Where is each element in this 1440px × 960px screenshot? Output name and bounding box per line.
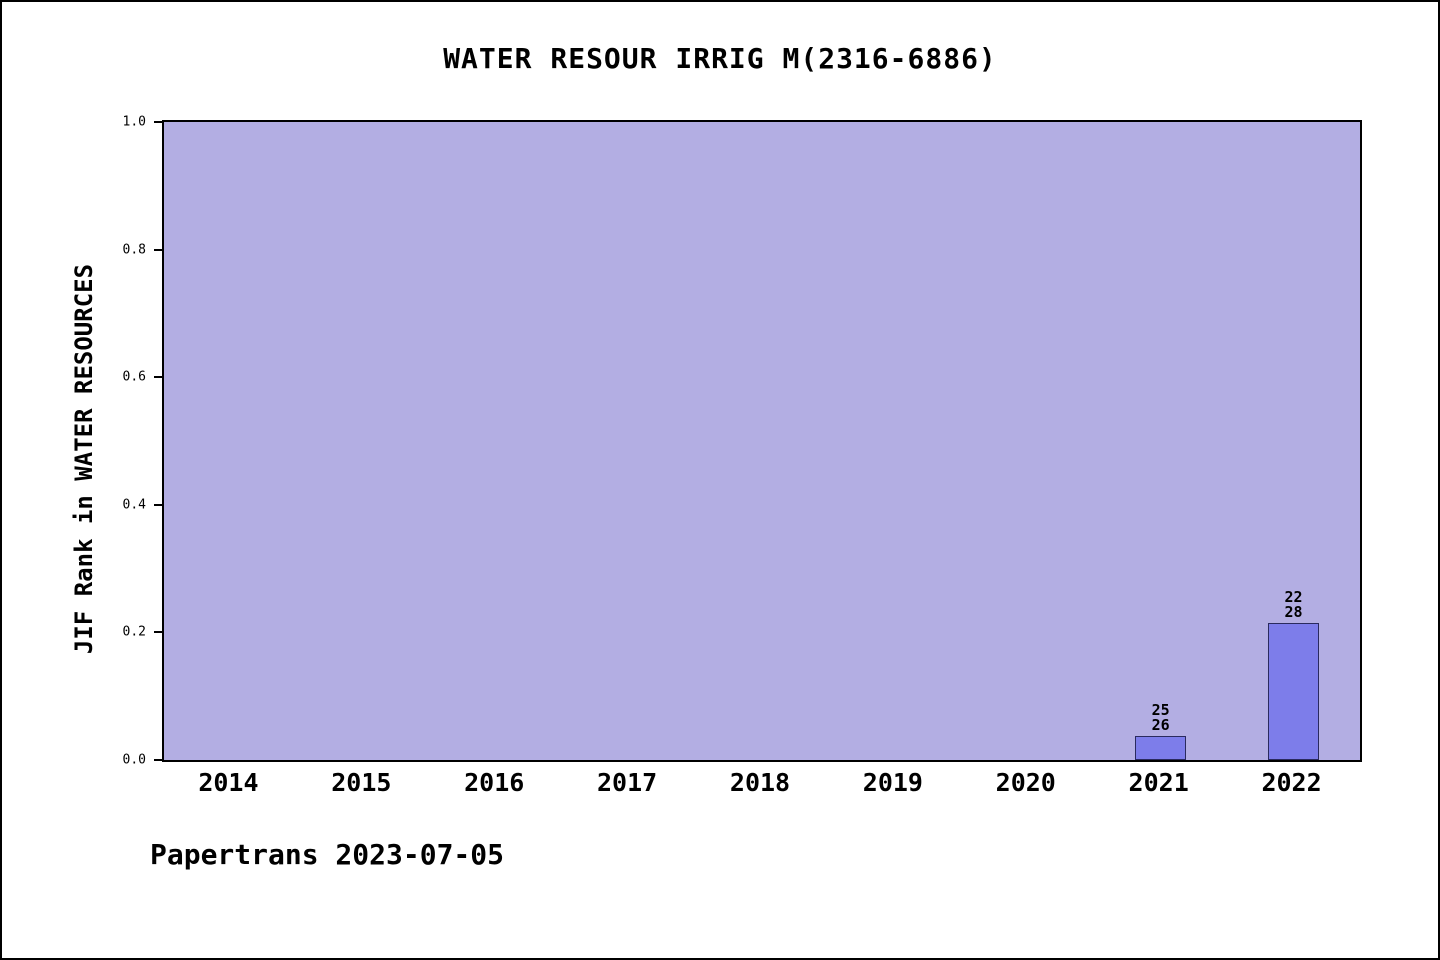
- y-tick-label: 0.0: [122, 752, 146, 768]
- x-tick-label-2017: 2017: [597, 768, 658, 797]
- y-tick-mark: [154, 248, 162, 251]
- bar-label-line: 25: [1151, 700, 1170, 719]
- bar-label-2021: 25 26: [1151, 700, 1170, 734]
- y-tick-mark: [154, 759, 162, 761]
- bar-label-line: 26: [1151, 715, 1170, 734]
- y-tick-label: 0.4: [122, 497, 146, 513]
- x-tick-label-2019: 2019: [862, 768, 923, 797]
- y-tick-mark: [154, 376, 162, 379]
- chart-footer: Papertrans 2023-07-05: [150, 838, 505, 871]
- bar-label-line: 28: [1284, 603, 1303, 622]
- y-tick-label: 0.6: [122, 369, 146, 385]
- y-tick-label: 1.0: [122, 114, 146, 130]
- x-tick-label-2014: 2014: [198, 768, 259, 797]
- y-tick-label: 0.2: [122, 624, 146, 640]
- y-tick-label: 0.8: [122, 242, 146, 258]
- x-tick-label-2021: 2021: [1128, 768, 1189, 797]
- chart-title: WATER RESOUR IRRIG M(2316-6886): [443, 42, 997, 75]
- bar-2022: [1268, 623, 1319, 760]
- x-tick-label-2020: 2020: [995, 768, 1056, 797]
- x-axis-labels: 2014 2015 2016 2017 2018 2019 2020 2021 2022: [162, 768, 1362, 802]
- x-tick-label-2015: 2015: [331, 768, 392, 797]
- x-tick-label-2022: 2022: [1261, 768, 1322, 797]
- plot-area: 25 26 22 28: [162, 120, 1362, 762]
- bar-2021: [1135, 735, 1186, 760]
- y-axis-ticks: 0.0 0.2 0.4 0.6 0.8 1.0: [2, 116, 162, 767]
- y-tick-mark: [154, 503, 162, 506]
- bar-label-2022: 22 28: [1285, 590, 1303, 620]
- bar-label-line: 22: [1284, 588, 1303, 607]
- x-tick-label-2018: 2018: [729, 768, 791, 797]
- y-tick-mark: [154, 631, 162, 634]
- y-tick-mark: [154, 121, 162, 123]
- x-tick-label-2016: 2016: [464, 768, 525, 797]
